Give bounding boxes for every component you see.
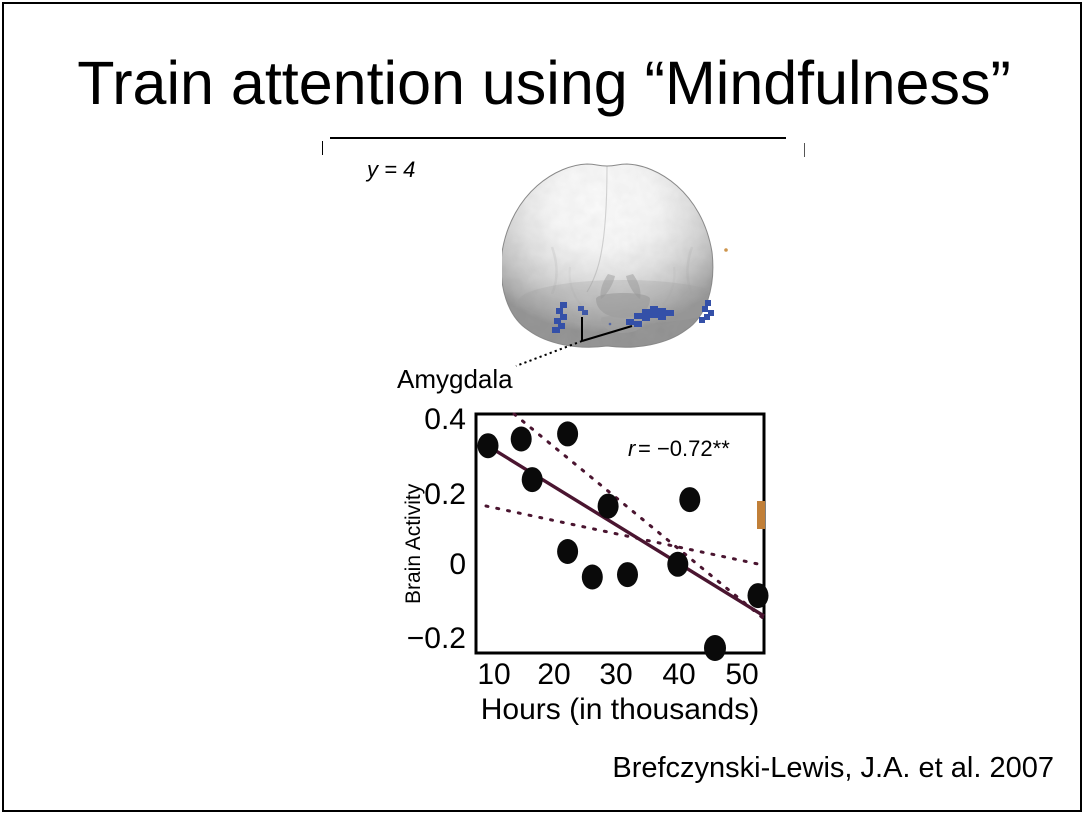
svg-text:0: 0: [449, 548, 466, 581]
svg-text:40: 40: [662, 658, 695, 691]
svg-text:30: 30: [599, 658, 632, 691]
svg-text:50: 50: [725, 658, 758, 691]
svg-text:= −0.72**: = −0.72**: [638, 436, 730, 461]
svg-text:0.2: 0.2: [424, 478, 466, 511]
svg-text:r: r: [628, 436, 637, 461]
svg-text:0.4: 0.4: [424, 403, 466, 436]
svg-text:10: 10: [477, 658, 510, 691]
svg-text:−0.2: −0.2: [407, 622, 466, 655]
svg-text:20: 20: [537, 658, 570, 691]
